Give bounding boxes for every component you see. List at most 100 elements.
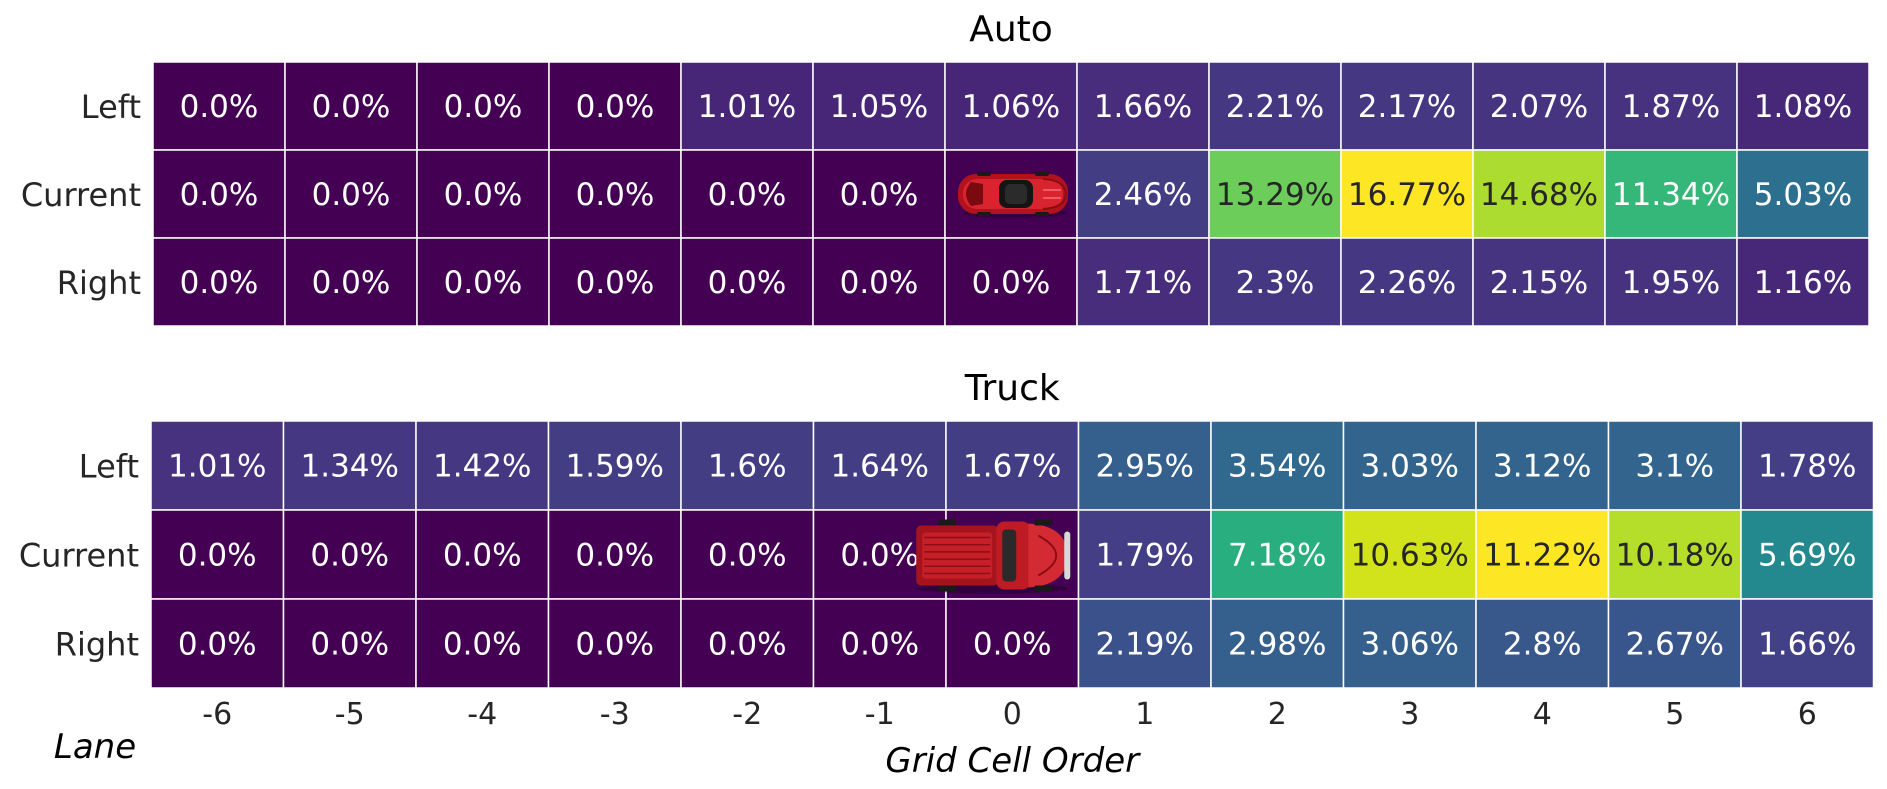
cell-value-label: 0.0%: [840, 265, 919, 301]
heatmap-cell: [680, 149, 814, 239]
cell-value-label: 1.01%: [698, 89, 796, 125]
cell-value-label: 1.66%: [1094, 89, 1192, 125]
cell-value-label: 10.18%: [1616, 538, 1734, 574]
heatmap-cell: [284, 61, 418, 151]
heatmap-cell: [812, 598, 947, 689]
heatmap-cell: [152, 149, 286, 239]
heatmap-cell: [152, 61, 286, 151]
heatmap-panel-auto: Auto Left 0.0% 0.0% 0.0% 0.0% 1.01% 1.05% 1.06% 1…: [21, 9, 1870, 327]
cell-value-label: 0.0%: [840, 627, 919, 663]
heatmap-cell: [548, 61, 682, 151]
heatmap-cell: [1340, 61, 1474, 151]
x-tick-label: -6: [202, 697, 232, 732]
heatmap-cell: [1208, 149, 1342, 239]
cell-value-label: 1.08%: [1754, 89, 1852, 125]
cell-value-label: 10.63%: [1351, 538, 1469, 574]
panel-title: Auto: [969, 9, 1053, 50]
cell-value-label: 0.0%: [178, 538, 257, 574]
heatmap-cell: [1342, 509, 1477, 600]
heatmap-cell: [282, 509, 417, 600]
cell-value-label: 1.79%: [1096, 538, 1194, 574]
cell-value-label: 1.06%: [962, 89, 1060, 125]
panel-title: Truck: [964, 368, 1060, 409]
cell-value-label: 13.29%: [1216, 177, 1334, 213]
x-tick-label: -1: [865, 697, 895, 732]
heatmap-cell: [1342, 420, 1477, 511]
heatmap-cell: [1076, 149, 1210, 239]
heatmap-cell: [1342, 598, 1477, 689]
cell-value-label: 2.26%: [1358, 265, 1456, 301]
cell-value-label: 0.0%: [708, 177, 787, 213]
cell-value-label: 0.0%: [443, 538, 522, 574]
cell-value-label: 3.06%: [1361, 627, 1459, 663]
x-tick-label: -2: [732, 697, 762, 732]
cell-value-label: 0.0%: [708, 265, 787, 301]
heatmap-cell: [282, 420, 417, 511]
heatmap-cell: [416, 237, 550, 327]
heatmap-cell: [1736, 149, 1870, 239]
cell-value-label: 2.17%: [1358, 89, 1456, 125]
cell-value-label: 14.68%: [1480, 177, 1598, 213]
heatmap-cell: [1077, 420, 1212, 511]
cell-value-label: 0.0%: [312, 89, 391, 125]
cell-value-label: 1.78%: [1758, 449, 1856, 485]
cell-value-label: 2.21%: [1226, 89, 1324, 125]
heatmap-cell: [680, 598, 815, 689]
heatmap-cell: [1736, 237, 1870, 327]
heatmap-cell: [150, 598, 285, 689]
heatmap-cell: [812, 420, 947, 511]
cell-value-label: 0.0%: [443, 627, 522, 663]
x-tick-label: -5: [335, 697, 365, 732]
heatmap-cell: [1740, 509, 1875, 600]
cell-value-label: 0.0%: [576, 265, 655, 301]
row-label: Current: [19, 537, 139, 575]
heatmap-cell: [1076, 61, 1210, 151]
cell-value-label: 2.07%: [1490, 89, 1588, 125]
cell-value-label: 0.0%: [312, 265, 391, 301]
cell-value-label: 1.87%: [1622, 89, 1720, 125]
heatmap-cell: [150, 509, 285, 600]
heatmap-cell: [1475, 598, 1610, 689]
cell-value-label: 1.95%: [1622, 265, 1720, 301]
cell-value-label: 0.0%: [575, 538, 654, 574]
cell-value-label: 1.16%: [1754, 265, 1852, 301]
x-axis-ticks: -6 -5 -4 -3 -2 -1 0 1 2 3 4 5 6: [202, 697, 1817, 732]
heatmap-cell: [150, 420, 285, 511]
heatmap-cell: [1340, 149, 1474, 239]
cell-value-label: 2.98%: [1228, 627, 1326, 663]
cell-value-label: 0.0%: [444, 265, 523, 301]
cell-value-label: 1.34%: [301, 449, 399, 485]
heatmap-cell: [1607, 509, 1742, 600]
red-car-icon: [958, 172, 1068, 218]
heatmap-cell: [1607, 598, 1742, 689]
x-tick-label: -4: [467, 697, 497, 732]
cell-value-label: 1.42%: [433, 449, 531, 485]
x-axis-label: Grid Cell Order: [885, 741, 1141, 781]
x-tick-label: 3: [1400, 697, 1419, 732]
cell-value-label: 1.6%: [708, 449, 787, 485]
x-tick-label: 1: [1135, 697, 1154, 732]
cell-value-label: 0.0%: [310, 538, 389, 574]
heatmap-cell: [945, 420, 1080, 511]
heatmap-cell: [282, 598, 417, 689]
heatmap-cell: [416, 149, 550, 239]
heatmap-cell: [416, 61, 550, 151]
cell-value-label: 0.0%: [840, 538, 919, 574]
cell-value-label: 2.8%: [1503, 627, 1582, 663]
heatmap-cell: [945, 598, 1080, 689]
red-truck-icon: [916, 519, 1071, 594]
cell-value-label: 2.46%: [1094, 177, 1192, 213]
y-axis-label: Lane: [54, 727, 136, 767]
heatmap-cell: [1607, 420, 1742, 511]
heatmap-cell: [547, 420, 682, 511]
cell-value-label: 0.0%: [708, 538, 787, 574]
heatmap-cell: [1604, 61, 1738, 151]
cell-value-label: 0.0%: [310, 627, 389, 663]
heatmap-cell: [152, 237, 286, 327]
cell-value-label: 1.66%: [1758, 627, 1856, 663]
cell-value-label: 0.0%: [840, 177, 919, 213]
cell-value-label: 2.67%: [1626, 627, 1724, 663]
row-label: Right: [57, 264, 141, 302]
cell-value-label: 0.0%: [972, 265, 1051, 301]
